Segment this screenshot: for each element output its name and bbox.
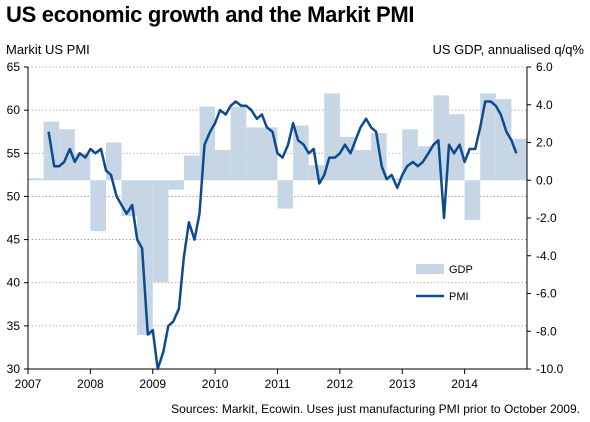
- source-note: Sources: Markit, Ecowin. Uses just manuf…: [171, 402, 580, 416]
- gdp-bar: [355, 150, 372, 181]
- right-tick-label: 2.0: [536, 136, 553, 150]
- right-tick-label: -8.0: [536, 324, 557, 338]
- left-tick-label: 65: [7, 60, 21, 74]
- gdp-bar: [168, 180, 184, 190]
- left-tick-label: 55: [7, 146, 21, 160]
- axes: [24, 66, 531, 374]
- x-tick-label: 2013: [389, 377, 416, 391]
- right-tick-label: 0.0: [536, 173, 553, 187]
- right-tick-label: 6.0: [536, 60, 553, 74]
- gdp-bar: [90, 180, 106, 232]
- gdp-bar: [277, 180, 294, 209]
- gdp-bar: [28, 178, 44, 181]
- gdp-bar: [464, 180, 481, 220]
- x-tick-label: 2009: [139, 377, 166, 391]
- gdp-bar: [480, 93, 496, 181]
- legend-gdp-swatch: [416, 264, 444, 274]
- x-tick-label: 2007: [15, 377, 42, 391]
- pmi-line-group: [47, 100, 518, 371]
- gdp-bar: [495, 99, 512, 181]
- legend-gdp-label: GDP: [449, 264, 473, 276]
- left-tick-label: 30: [7, 362, 21, 376]
- gdp-bar: [433, 95, 450, 181]
- gdp-bar: [105, 142, 122, 181]
- left-tick-label: 50: [7, 189, 21, 203]
- left-axis-label: Markit US PMI: [6, 42, 90, 57]
- gdp-bar: [183, 155, 200, 181]
- legend: GDP PMI: [416, 264, 473, 303]
- chart-title: US economic growth and the Markit PMI: [6, 2, 415, 27]
- left-tick-label: 35: [7, 319, 21, 333]
- x-tick-label: 2010: [202, 377, 229, 391]
- right-tick-label: -10.0: [536, 362, 564, 376]
- left-tick-label: 45: [7, 233, 21, 247]
- right-tick-label: -6.0: [536, 287, 557, 301]
- right-tick-label: 4.0: [536, 98, 553, 112]
- legend-pmi-label: PMI: [449, 291, 469, 303]
- x-tick-label: 2011: [265, 377, 291, 391]
- x-tick-label: 2014: [451, 377, 478, 391]
- gdp-bar: [261, 127, 278, 181]
- gdp-bar: [417, 146, 434, 181]
- gdp-bar: [137, 180, 153, 336]
- gdp-bar: [152, 180, 169, 283]
- left-tick-label: 60: [7, 103, 21, 117]
- x-tick-label: 2012: [327, 377, 354, 391]
- right-tick-label: -4.0: [536, 249, 557, 263]
- right-tick-label: -2.0: [536, 211, 557, 225]
- pmi-line: [47, 100, 518, 371]
- left-tick-label: 40: [7, 276, 21, 290]
- gdp-bar: [246, 127, 262, 181]
- x-tick-label: 2008: [77, 377, 104, 391]
- gdp-bar: [215, 150, 231, 181]
- tick-labels: 65 60 55 50 45 40 35 30 6.0 4.0 2.0 0.0 -2.0 -4.0 -6.0…: [7, 60, 564, 391]
- gdp-bar: [74, 153, 91, 181]
- gdp-bar: [230, 106, 247, 181]
- right-axis-label: US GDP, annualised q/q%: [432, 42, 584, 57]
